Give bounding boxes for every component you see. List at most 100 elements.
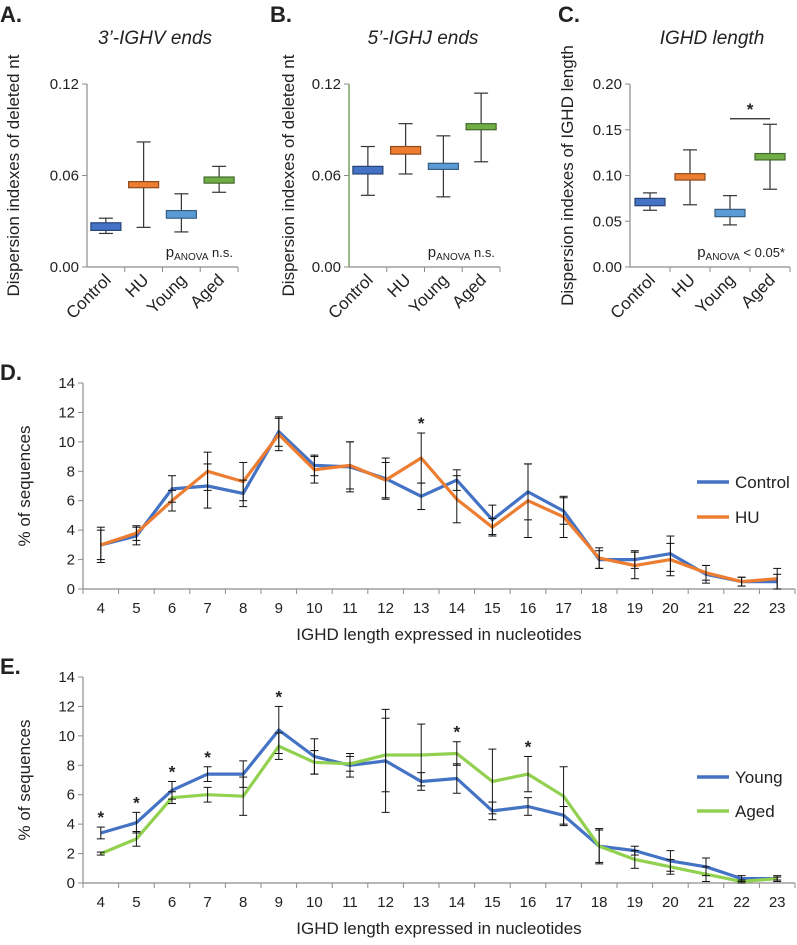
x-tick-label: 16	[520, 600, 537, 617]
category-label: Young	[405, 270, 452, 317]
significance-star: *	[747, 100, 754, 119]
y-tick-label: 0.00	[50, 259, 79, 276]
y-tick-label: 0.06	[312, 168, 341, 185]
panel-title: IGHD length	[660, 28, 765, 49]
y-tick-label: 0.05	[593, 213, 622, 230]
x-tick-label: 10	[306, 600, 323, 617]
x-tick-label: 8	[239, 600, 247, 617]
box-body	[90, 222, 122, 231]
x-tick-label: 10	[306, 894, 323, 911]
significance-star: *	[275, 687, 282, 706]
x-tick-label: 4	[97, 894, 105, 911]
box-young	[165, 193, 197, 233]
box-body	[203, 176, 235, 184]
x-tick-label: 6	[168, 600, 176, 617]
significance-star: *	[525, 737, 532, 756]
box-aged	[203, 165, 235, 193]
box-control	[352, 145, 384, 196]
box-control	[90, 217, 122, 235]
legend-item-aged: Aged	[697, 802, 775, 821]
legend-label: Young	[735, 768, 783, 787]
y-axis-label: Dispersion indexes of deleted nt	[4, 54, 23, 296]
series-aged	[100, 744, 778, 884]
y-tick-label: 0.12	[312, 76, 341, 93]
x-tick-label: 21	[698, 600, 715, 617]
anova-annotation: pANOVA n.s.	[166, 244, 233, 263]
box-body	[427, 162, 459, 171]
x-tick-label: 18	[591, 600, 608, 617]
panel-letter: C.	[558, 2, 580, 27]
panel-title: 5’-IGHJ ends	[368, 28, 479, 49]
error-bars-hu	[96, 417, 782, 590]
category-label: Aged	[737, 270, 779, 312]
error-bars-aged	[96, 717, 782, 884]
box-body	[674, 173, 706, 181]
significance-star: *	[133, 793, 140, 812]
y-tick-label: 6	[67, 787, 75, 804]
legend-label: Aged	[735, 802, 775, 821]
y-axis-label: % of sequences	[15, 426, 34, 547]
series-line	[100, 432, 778, 584]
x-axis-label: IGHD length expressed in nucleotides	[296, 625, 581, 644]
y-tick-label: 14	[58, 669, 75, 686]
category-label: Aged	[186, 270, 228, 312]
x-tick-label: 12	[377, 894, 394, 911]
y-tick-label: 12	[58, 698, 75, 715]
x-tick-label: 11	[342, 600, 358, 617]
box-young	[714, 195, 746, 226]
x-tick-label: 9	[275, 600, 283, 617]
category-label: Young	[143, 270, 190, 317]
x-tick-label: 15	[484, 600, 501, 617]
legend-label: Control	[735, 473, 790, 492]
significance-star: *	[418, 414, 425, 433]
x-axis-label: IGHD length expressed in nucleotides	[296, 919, 581, 938]
y-axis-label: Dispersion indexes of deleted nt	[279, 54, 298, 296]
panel-title: 3’-IGHV ends	[98, 28, 213, 49]
x-tick-label: 19	[626, 600, 643, 617]
x-tick-label: 7	[203, 894, 211, 911]
x-tick-label: 13	[413, 894, 430, 911]
series-line	[100, 744, 778, 884]
category-label: HU	[122, 270, 153, 301]
box-body	[165, 209, 197, 219]
legend-label: HU	[735, 508, 760, 527]
y-tick-label: 0.10	[593, 168, 622, 185]
significance-star: *	[453, 723, 460, 742]
box-body	[754, 152, 786, 161]
x-tick-label: 22	[733, 894, 750, 911]
x-tick-label: 16	[520, 894, 537, 911]
panel-letter: A.	[0, 2, 22, 27]
box-body	[634, 197, 666, 207]
legend-item-control: Control	[697, 473, 790, 492]
category-label: Control	[325, 270, 377, 322]
series-line	[100, 430, 778, 584]
box-body	[714, 208, 746, 218]
x-tick-label: 5	[132, 894, 140, 911]
significance-star: *	[169, 762, 176, 781]
x-tick-label: 6	[168, 894, 176, 911]
x-tick-label: 9	[275, 894, 283, 911]
y-tick-label: 4	[67, 816, 75, 833]
x-tick-label: 22	[733, 600, 750, 617]
significance-star: *	[204, 748, 211, 767]
box-body	[390, 145, 422, 155]
box-body	[465, 123, 497, 131]
box-panel-b: B. 5’-IGHJ ends Dispersion indexes of dele…	[270, 2, 501, 323]
panel-letter: B.	[270, 2, 292, 27]
line-panel-d: D. % of sequences IGHD length expressed in…	[0, 360, 796, 644]
line-panel-e: E. % of sequences IGHD length expressed in…	[0, 654, 796, 938]
x-tick-label: 17	[555, 600, 572, 617]
x-tick-label: 20	[662, 600, 679, 617]
box-aged	[754, 123, 786, 190]
x-tick-label: 23	[769, 894, 786, 911]
y-tick-label: 6	[67, 493, 75, 510]
y-tick-label: 8	[67, 463, 75, 480]
y-tick-label: 10	[58, 434, 75, 451]
box-panel-a: A. 3’-IGHV ends Dispersion indexes of dele…	[0, 2, 239, 323]
x-tick-label: 20	[662, 894, 679, 911]
x-tick-label: 14	[448, 600, 465, 617]
y-axis-label: % of sequences	[15, 720, 34, 841]
x-tick-label: 5	[132, 600, 140, 617]
x-tick-label: 8	[239, 894, 247, 911]
